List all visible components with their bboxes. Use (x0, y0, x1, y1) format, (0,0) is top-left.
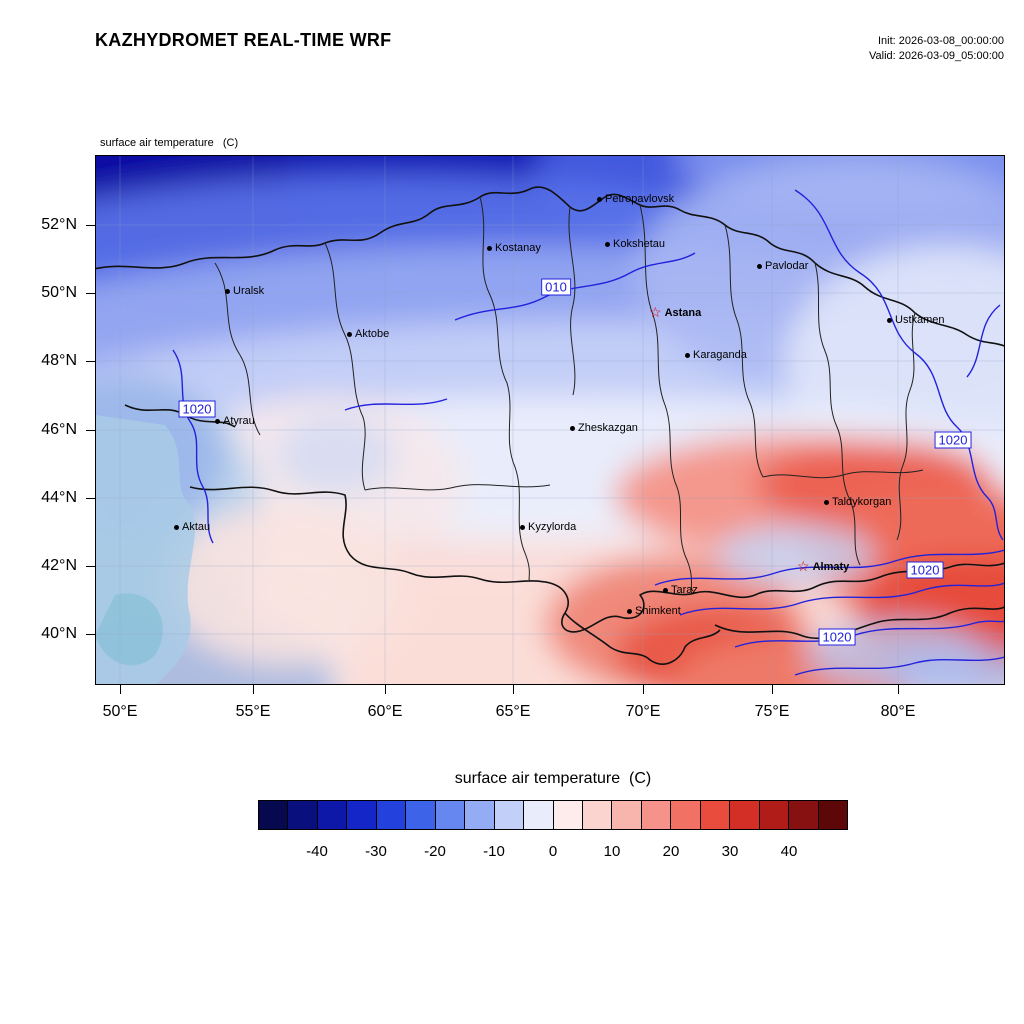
init-time: Init: 2026-03-08_00:00:00 (878, 35, 1004, 47)
colorbar-cell (818, 801, 848, 829)
lon-tick-label: 65°E (495, 703, 531, 720)
lat-tick-mark (86, 293, 95, 294)
region-borders (214, 196, 924, 592)
lon-tick-mark (385, 685, 386, 694)
lat-tick-mark (86, 634, 95, 635)
colorbar-cell (700, 801, 731, 829)
colorbar-tick-label: -20 (424, 843, 446, 860)
colorbar-tick-label: 10 (603, 843, 621, 860)
lon-tick-label: 55°E (235, 703, 271, 720)
colorbar-cell (347, 801, 377, 829)
lon-tick-label: 75°E (754, 703, 790, 720)
colorbar-cell (759, 801, 790, 829)
page-title: KAZHYDROMET REAL-TIME WRF (95, 30, 392, 50)
lat-tick-mark (86, 430, 95, 431)
lon-tick-label: 60°E (367, 703, 403, 720)
forecast-map: 1020 010 1020 1020 1020 Petropavlovsk Kostana… (95, 155, 1005, 685)
colorbar-cell (465, 801, 495, 829)
colorbar-cell (288, 801, 318, 829)
run-info: Init: 2026-03-08_00:00:00 Valid: 2026-03… (869, 34, 1004, 64)
colorbar (258, 800, 848, 830)
lon-tick-mark (253, 685, 254, 694)
colorbar-cell (671, 801, 701, 829)
colorbar-cell (376, 801, 407, 829)
lat-tick-label: 52°N (41, 216, 77, 233)
colorbar-tick-label: -10 (483, 843, 505, 860)
lat-tick-label: 44°N (41, 489, 77, 506)
lon-tick-mark (772, 685, 773, 694)
lat-tick-mark (86, 361, 95, 362)
map-frame-border (95, 155, 1005, 685)
colorbar-cell (435, 801, 466, 829)
colorbar-tick-label: 20 (662, 843, 680, 860)
colorbar-cell (641, 801, 672, 829)
colorbar-cell (259, 801, 289, 829)
colorbar-cell (524, 801, 554, 829)
lon-tick-mark (898, 685, 899, 694)
lon-tick-label: 50°E (102, 703, 138, 720)
colorbar-tick-label: -30 (365, 843, 387, 860)
lat-tick-label: 40°N (41, 625, 77, 642)
pressure-contours (172, 189, 1005, 676)
lat-tick-label: 48°N (41, 352, 77, 369)
lat-tick-label: 46°N (41, 421, 77, 438)
lon-tick-mark (513, 685, 514, 694)
colorbar-tick-label: 40 (780, 843, 798, 860)
lon-tick-mark (120, 685, 121, 694)
colorbar-tick-label: -40 (306, 843, 328, 860)
lon-tick-label: 80°E (880, 703, 916, 720)
lat-tick-mark (86, 498, 95, 499)
colorbar-cell (406, 801, 436, 829)
lon-tick-label: 70°E (625, 703, 661, 720)
colorbar-cell (789, 801, 819, 829)
colorbar-cell (612, 801, 642, 829)
colorbar-tick-label: 0 (548, 843, 558, 860)
colorbar-cell (582, 801, 613, 829)
field-label-temperature: surface air temperature (C) (100, 137, 239, 149)
colorbar-tick-labels: -40 -30 -20 -10 0 10 20 30 40 (258, 843, 848, 863)
lat-tick-mark (86, 225, 95, 226)
colorbar-tick-label: 30 (721, 843, 739, 860)
lat-tick-mark (86, 566, 95, 567)
temperature-map-plot (95, 155, 1005, 685)
colorbar-cell (730, 801, 760, 829)
lon-tick-mark (643, 685, 644, 694)
temperature-field (95, 155, 1005, 685)
colorbar-title: surface air temperature (C) (454, 770, 652, 787)
caspian-sea-south (95, 593, 163, 666)
colorbar-cell (553, 801, 583, 829)
lat-tick-label: 50°N (41, 284, 77, 301)
valid-time: Valid: 2026-03-09_05:00:00 (869, 50, 1004, 62)
colorbar-cell (494, 801, 525, 829)
colorbar-cell (317, 801, 348, 829)
lat-tick-label: 42°N (41, 557, 77, 574)
